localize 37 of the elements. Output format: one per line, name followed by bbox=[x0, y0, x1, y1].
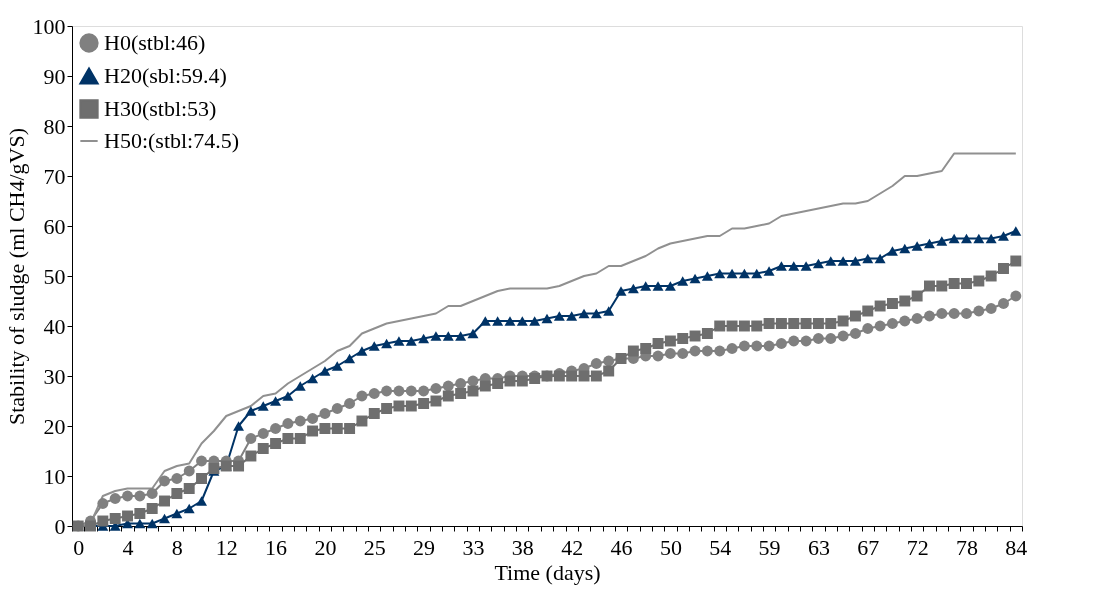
x-tick-label: 72 bbox=[906, 534, 929, 560]
legend-label: H30(stbl:53) bbox=[104, 96, 217, 121]
x-tick-label: 78 bbox=[955, 534, 978, 560]
x-tick-label: 84 bbox=[1005, 534, 1028, 560]
legend-label: H20(sbl:59.4) bbox=[104, 63, 227, 88]
y-axis-title: Stability of sludge (ml CH4/gVS) bbox=[3, 128, 29, 425]
x-axis-title: Time (days) bbox=[494, 559, 601, 585]
x-tick-label: 25 bbox=[363, 534, 386, 560]
y-tick-label: 50 bbox=[43, 263, 66, 289]
y-tick-label: 40 bbox=[43, 313, 66, 339]
x-tick-label: 8 bbox=[171, 534, 183, 560]
x-tick-label: 67 bbox=[857, 534, 880, 560]
x-tick-label: 16 bbox=[265, 534, 288, 560]
x-tick-label: 54 bbox=[709, 534, 732, 560]
y-tick-label: 20 bbox=[43, 413, 66, 439]
y-tick-label: 0 bbox=[54, 513, 66, 539]
x-tick-label: 0 bbox=[73, 534, 85, 560]
x-tick-label: 38 bbox=[511, 534, 534, 560]
x-tick-label: 50 bbox=[659, 534, 682, 560]
x-tick-label: 33 bbox=[462, 534, 485, 560]
y-tick-label: 60 bbox=[43, 213, 66, 239]
x-tick-label: 20 bbox=[314, 534, 337, 560]
y-tick-label: 80 bbox=[43, 113, 66, 139]
x-tick-label: 59 bbox=[758, 534, 781, 560]
legend-label: H0(stbl:46) bbox=[104, 30, 206, 55]
x-tick-label: 63 bbox=[807, 534, 830, 560]
x-tick-label: 46 bbox=[610, 534, 633, 560]
x-tick-label: 42 bbox=[561, 534, 584, 560]
y-tick-label: 90 bbox=[43, 63, 66, 89]
y-tick-label: 70 bbox=[43, 163, 66, 189]
x-tick-label: 12 bbox=[215, 534, 238, 560]
y-tick-label: 30 bbox=[43, 363, 66, 389]
y-tick-label: 10 bbox=[43, 463, 66, 489]
x-tick-label: 4 bbox=[122, 534, 134, 560]
y-tick-label: 100 bbox=[32, 13, 66, 39]
legend-label: H50:(stbl:74.5) bbox=[104, 128, 240, 153]
x-tick-label: 29 bbox=[413, 534, 436, 560]
